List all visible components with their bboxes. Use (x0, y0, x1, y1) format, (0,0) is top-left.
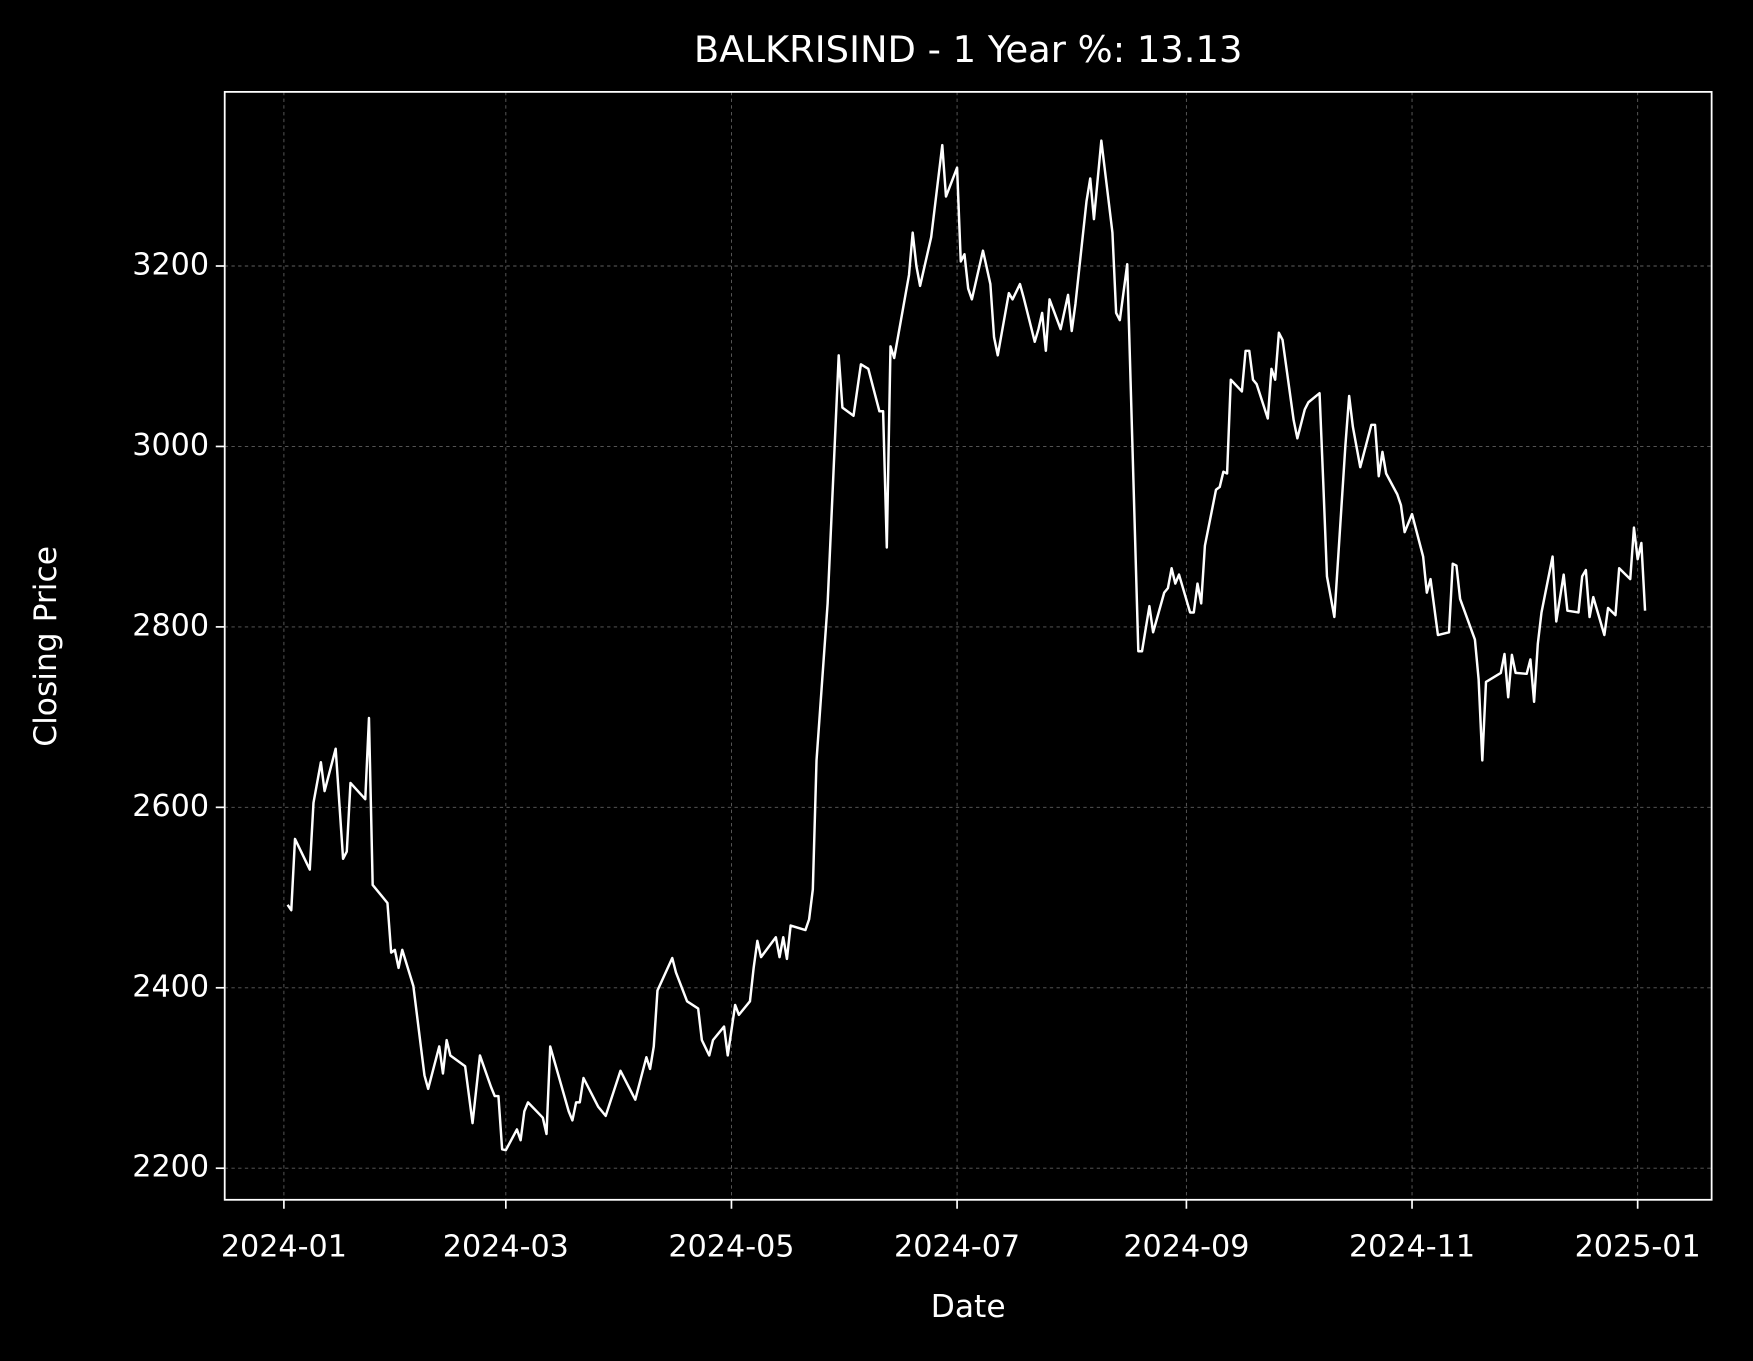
price-line (286, 139, 1647, 1152)
y-tick-label: 3000 (132, 428, 209, 463)
x-tick-label: 2024-09 (1123, 1229, 1249, 1264)
x-tick-label: 2024-07 (894, 1229, 1020, 1264)
x-axis-label: Date (931, 1289, 1006, 1325)
x-tick-label: 2025-01 (1575, 1229, 1701, 1264)
y-tick-label: 3200 (132, 248, 209, 283)
x-tick-label: 2024-11 (1349, 1229, 1475, 1264)
y-tick-label: 2400 (132, 969, 209, 1004)
y-tick-label: 2800 (132, 608, 209, 643)
y-tick-label: 2600 (132, 789, 209, 824)
x-tick-label: 2024-03 (443, 1229, 569, 1264)
chart-title: BALKRISIND - 1 Year %: 13.13 (694, 28, 1242, 71)
plot-frame (223, 90, 1713, 1201)
x-tick-label: 2024-05 (668, 1229, 794, 1264)
x-tick-label: 2024-01 (221, 1229, 347, 1264)
y-tick-label: 2200 (132, 1150, 209, 1185)
y-axis-label: Closing Price (28, 546, 64, 747)
